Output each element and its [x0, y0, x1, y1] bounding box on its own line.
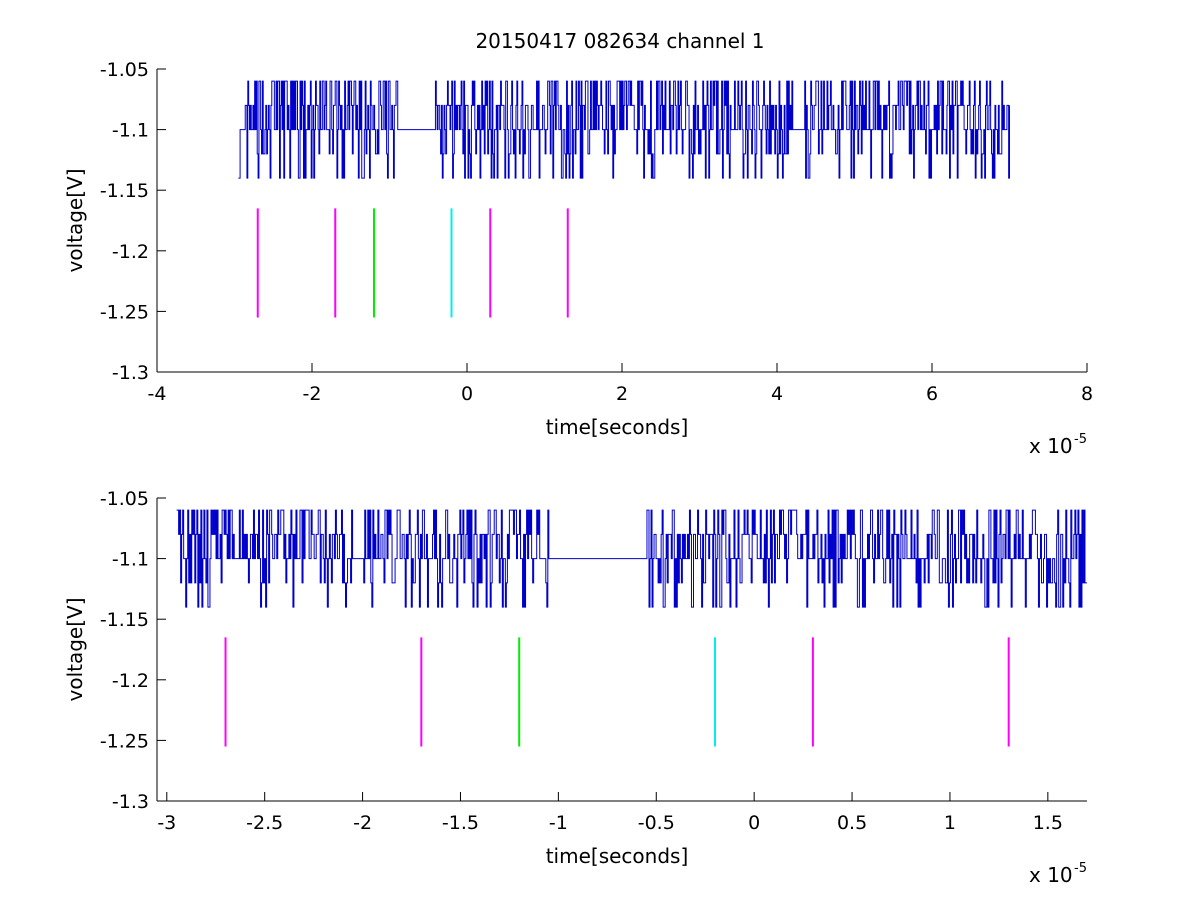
x-tick-label: 0 [748, 812, 760, 834]
x-tick-label: 0 [461, 383, 473, 405]
y-axis-label: voltage[V] [63, 168, 87, 272]
x-tick-label: -0.5 [638, 812, 675, 834]
x-axis-label: time[seconds] [546, 844, 689, 868]
axes-top: -1.3 -1.25 -1.2 -1.15 -1.1 -1.05 -4 -2 0 2 4 6 8 time… [63, 59, 1093, 458]
y-tick-label: -1.3 [112, 791, 149, 813]
x-exponent-label: x 10 [1029, 434, 1073, 458]
y-tick-label: -1.1 [112, 120, 149, 142]
x-tick-label: -1.5 [442, 812, 479, 834]
x-tick-label: 4 [771, 383, 783, 405]
y-tick-label: -1.2 [112, 670, 149, 692]
x-tick-label: 8 [1081, 383, 1093, 405]
x-exponent: -5 [1074, 861, 1087, 876]
x-tick-label: 2 [616, 383, 628, 405]
voltage-trace [238, 80, 1010, 179]
x-exponent: -5 [1074, 432, 1087, 447]
x-tick-label: 6 [926, 383, 938, 405]
x-tick-label: 0.5 [837, 812, 867, 834]
voltage-trace [176, 509, 1087, 608]
y-tick-label: -1.2 [112, 241, 149, 263]
y-tick-label: -1.3 [112, 362, 149, 384]
y-tick-label: -1.15 [100, 609, 149, 631]
y-tick-label: -1.05 [100, 488, 149, 510]
x-tick-label: -1 [549, 812, 568, 834]
x-tick-label: -2.5 [246, 812, 283, 834]
y-tick-label: -1.15 [100, 180, 149, 202]
x-axis-label: time[seconds] [546, 415, 689, 439]
x-tick-label: -2 [303, 383, 322, 405]
y-tick-label: -1.25 [100, 301, 149, 323]
axes-bottom: -1.3 -1.25 -1.2 -1.15 -1.1 -1.05 -3 -2.5 -2 -1.5 -… [63, 488, 1087, 887]
figure-title: 20150417 082634 channel 1 [475, 29, 764, 53]
y-tick-label: -1.25 [100, 730, 149, 752]
x-tick-label: -4 [148, 383, 167, 405]
x-tick-label: 1.5 [1033, 812, 1063, 834]
x-tick-label: 1 [944, 812, 956, 834]
x-tick-label: -3 [157, 812, 176, 834]
x-tick-label: -2 [353, 812, 372, 834]
y-tick-label: -1.05 [100, 59, 149, 81]
y-axis-label: voltage[V] [63, 597, 87, 701]
x-exponent-label: x 10 [1029, 863, 1073, 887]
y-tick-label: -1.1 [112, 549, 149, 571]
